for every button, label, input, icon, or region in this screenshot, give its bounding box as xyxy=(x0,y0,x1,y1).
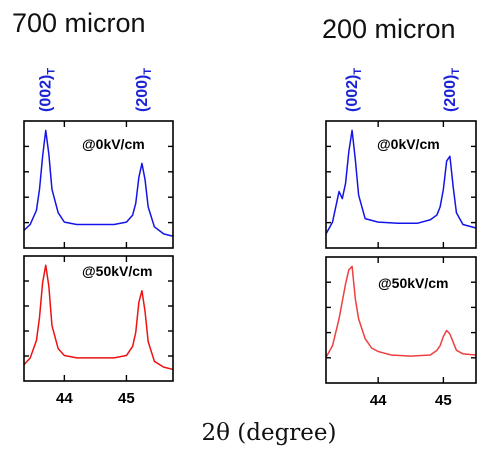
x-tick-label: 44 xyxy=(56,390,73,407)
peak-label: (002)T xyxy=(38,68,58,112)
panel-frame xyxy=(325,256,477,384)
peak-label: (200)T xyxy=(134,68,154,112)
x-tick-label: 44 xyxy=(370,392,387,409)
group-title-700-micron: 700 micron xyxy=(12,8,146,38)
x-axis-title: 2θ (degree) xyxy=(201,420,336,446)
panel-frame xyxy=(23,120,174,249)
chart-group-700-micron: 700 micron (002)T (200)T @0kV/cm @50kV/cm… xyxy=(12,8,174,407)
panel-label-50kV: @50kV/cm xyxy=(378,275,448,291)
panel-frame xyxy=(23,255,174,382)
group-title-200-micron: 200 micron xyxy=(322,14,456,44)
panel-200-micron-50kV: @50kV/cm xyxy=(325,256,477,384)
peak-labels-200-micron: (002)T (200)T xyxy=(344,68,462,112)
panel-label-0kV: @0kV/cm xyxy=(82,136,145,152)
x-tick-label: 45 xyxy=(118,390,135,407)
peak-label: (200)T xyxy=(442,68,462,112)
panel-700-micron-50kV: @50kV/cm xyxy=(23,255,174,382)
chart-group-200-micron: 200 micron (002)T (200)T @0kV/cm @50kV/cm… xyxy=(322,14,477,409)
peak-label: (002)T xyxy=(344,68,364,112)
xrd-trace xyxy=(325,129,477,235)
xrd-trace xyxy=(325,265,477,358)
peak-labels-700-micron: (002)T (200)T xyxy=(38,68,154,112)
panel-700-micron-0kV: @0kV/cm xyxy=(23,120,174,249)
xrd-trace xyxy=(23,264,174,371)
panel-200-micron-0kV: @0kV/cm xyxy=(325,120,477,249)
panel-label-50kV: @50kV/cm xyxy=(82,263,152,279)
panel-frame xyxy=(325,120,477,249)
xrd-trace xyxy=(23,129,174,237)
panel-label-0kV: @0kV/cm xyxy=(377,136,440,152)
x-tick-label: 45 xyxy=(435,392,452,409)
